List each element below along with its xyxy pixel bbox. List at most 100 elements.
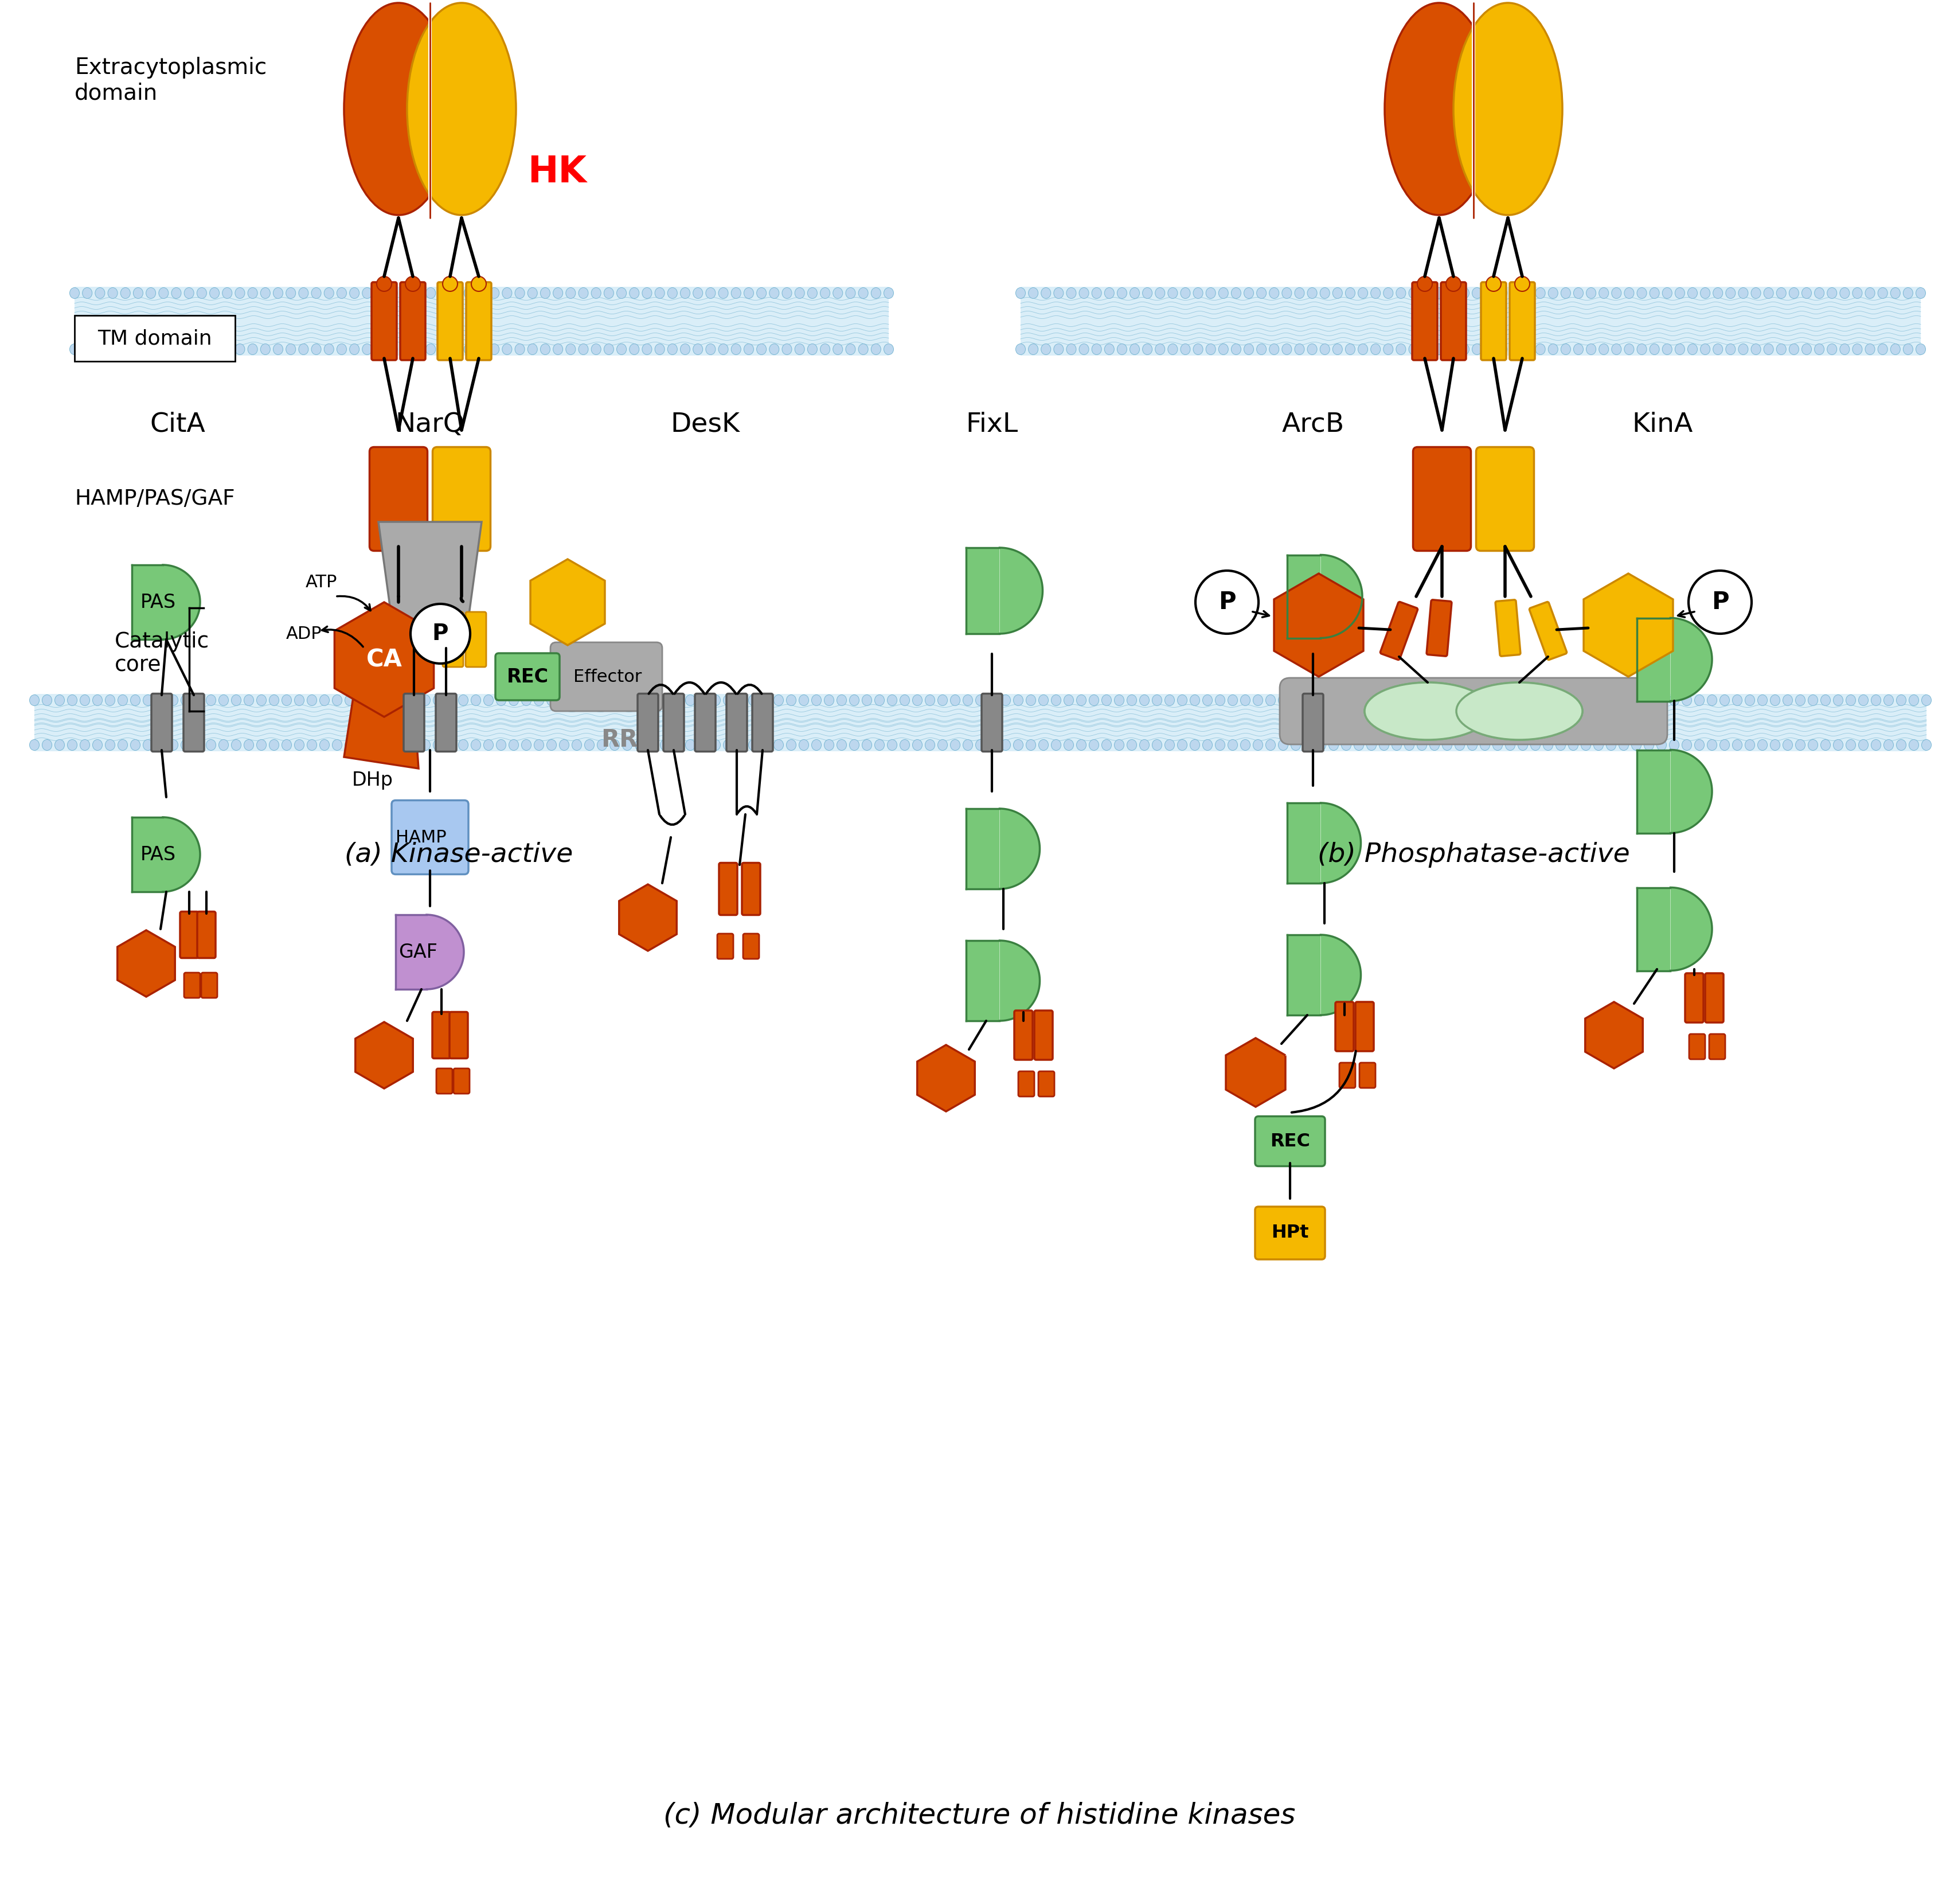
Polygon shape xyxy=(335,602,433,718)
Ellipse shape xyxy=(458,739,468,750)
Bar xyxy=(965,941,999,1021)
Ellipse shape xyxy=(756,288,766,299)
Text: HAMP: HAMP xyxy=(396,828,446,845)
Ellipse shape xyxy=(117,739,127,750)
Ellipse shape xyxy=(1921,695,1931,706)
Ellipse shape xyxy=(131,739,141,750)
Ellipse shape xyxy=(846,345,856,354)
Ellipse shape xyxy=(1328,695,1337,706)
Ellipse shape xyxy=(495,695,505,706)
Ellipse shape xyxy=(1813,345,1823,354)
FancyBboxPatch shape xyxy=(184,693,204,752)
Ellipse shape xyxy=(1543,695,1553,706)
Ellipse shape xyxy=(1878,288,1888,299)
Ellipse shape xyxy=(219,695,229,706)
FancyBboxPatch shape xyxy=(450,1011,468,1059)
Ellipse shape xyxy=(1151,695,1161,706)
Ellipse shape xyxy=(1316,739,1326,750)
Ellipse shape xyxy=(484,695,493,706)
Ellipse shape xyxy=(43,695,51,706)
Ellipse shape xyxy=(1378,695,1388,706)
Ellipse shape xyxy=(1719,739,1729,750)
Text: ATP: ATP xyxy=(305,573,337,590)
Ellipse shape xyxy=(634,739,644,750)
Ellipse shape xyxy=(1429,739,1439,750)
Ellipse shape xyxy=(1365,682,1490,741)
Ellipse shape xyxy=(811,739,820,750)
Ellipse shape xyxy=(407,739,417,750)
Ellipse shape xyxy=(180,739,190,750)
Ellipse shape xyxy=(583,739,593,750)
Ellipse shape xyxy=(1572,288,1582,299)
Ellipse shape xyxy=(1821,739,1831,750)
Ellipse shape xyxy=(198,345,206,354)
Text: PAS: PAS xyxy=(141,592,176,611)
Ellipse shape xyxy=(1594,695,1604,706)
Ellipse shape xyxy=(1623,345,1633,354)
Ellipse shape xyxy=(899,695,909,706)
Ellipse shape xyxy=(223,345,231,354)
Ellipse shape xyxy=(668,288,677,299)
Ellipse shape xyxy=(1649,345,1658,354)
Ellipse shape xyxy=(117,695,127,706)
FancyBboxPatch shape xyxy=(151,693,172,752)
Ellipse shape xyxy=(1643,695,1653,706)
Ellipse shape xyxy=(1142,288,1151,299)
Wedge shape xyxy=(1670,887,1711,971)
Ellipse shape xyxy=(824,739,834,750)
Ellipse shape xyxy=(642,345,652,354)
Ellipse shape xyxy=(1447,288,1457,299)
Text: P: P xyxy=(433,623,448,645)
Ellipse shape xyxy=(705,288,715,299)
Ellipse shape xyxy=(1915,288,1925,299)
Ellipse shape xyxy=(693,288,703,299)
Ellipse shape xyxy=(730,345,740,354)
Ellipse shape xyxy=(887,739,897,750)
Ellipse shape xyxy=(1801,345,1811,354)
FancyBboxPatch shape xyxy=(399,282,425,360)
Ellipse shape xyxy=(1694,695,1703,706)
Ellipse shape xyxy=(67,739,76,750)
Ellipse shape xyxy=(723,739,732,750)
Ellipse shape xyxy=(108,345,117,354)
Ellipse shape xyxy=(912,695,922,706)
Ellipse shape xyxy=(490,288,499,299)
Ellipse shape xyxy=(1459,345,1469,354)
Ellipse shape xyxy=(773,739,783,750)
Ellipse shape xyxy=(1001,739,1010,750)
Ellipse shape xyxy=(298,345,307,354)
Ellipse shape xyxy=(1517,739,1527,750)
Ellipse shape xyxy=(697,695,707,706)
Ellipse shape xyxy=(159,345,168,354)
Ellipse shape xyxy=(1114,739,1124,750)
Text: ADP: ADP xyxy=(286,625,321,642)
Ellipse shape xyxy=(1051,739,1061,750)
Wedge shape xyxy=(1320,935,1361,1015)
Ellipse shape xyxy=(1065,288,1075,299)
Ellipse shape xyxy=(413,288,423,299)
Text: Extracytoplasmic
domain: Extracytoplasmic domain xyxy=(74,57,266,105)
Ellipse shape xyxy=(1668,739,1678,750)
FancyBboxPatch shape xyxy=(433,1011,450,1059)
Ellipse shape xyxy=(1878,345,1888,354)
Ellipse shape xyxy=(697,739,707,750)
FancyBboxPatch shape xyxy=(180,912,198,958)
Ellipse shape xyxy=(1341,739,1351,750)
Ellipse shape xyxy=(1232,288,1241,299)
Ellipse shape xyxy=(1192,288,1202,299)
Ellipse shape xyxy=(1895,695,1905,706)
Ellipse shape xyxy=(298,288,307,299)
Ellipse shape xyxy=(773,695,783,706)
Ellipse shape xyxy=(374,288,384,299)
Ellipse shape xyxy=(679,345,689,354)
Ellipse shape xyxy=(1568,739,1578,750)
Text: CitA: CitA xyxy=(151,411,206,438)
Ellipse shape xyxy=(249,288,256,299)
Ellipse shape xyxy=(464,288,474,299)
Ellipse shape xyxy=(1192,345,1202,354)
Ellipse shape xyxy=(1795,695,1805,706)
Ellipse shape xyxy=(311,345,321,354)
Ellipse shape xyxy=(446,695,456,706)
Ellipse shape xyxy=(1782,739,1792,750)
FancyBboxPatch shape xyxy=(495,653,560,701)
